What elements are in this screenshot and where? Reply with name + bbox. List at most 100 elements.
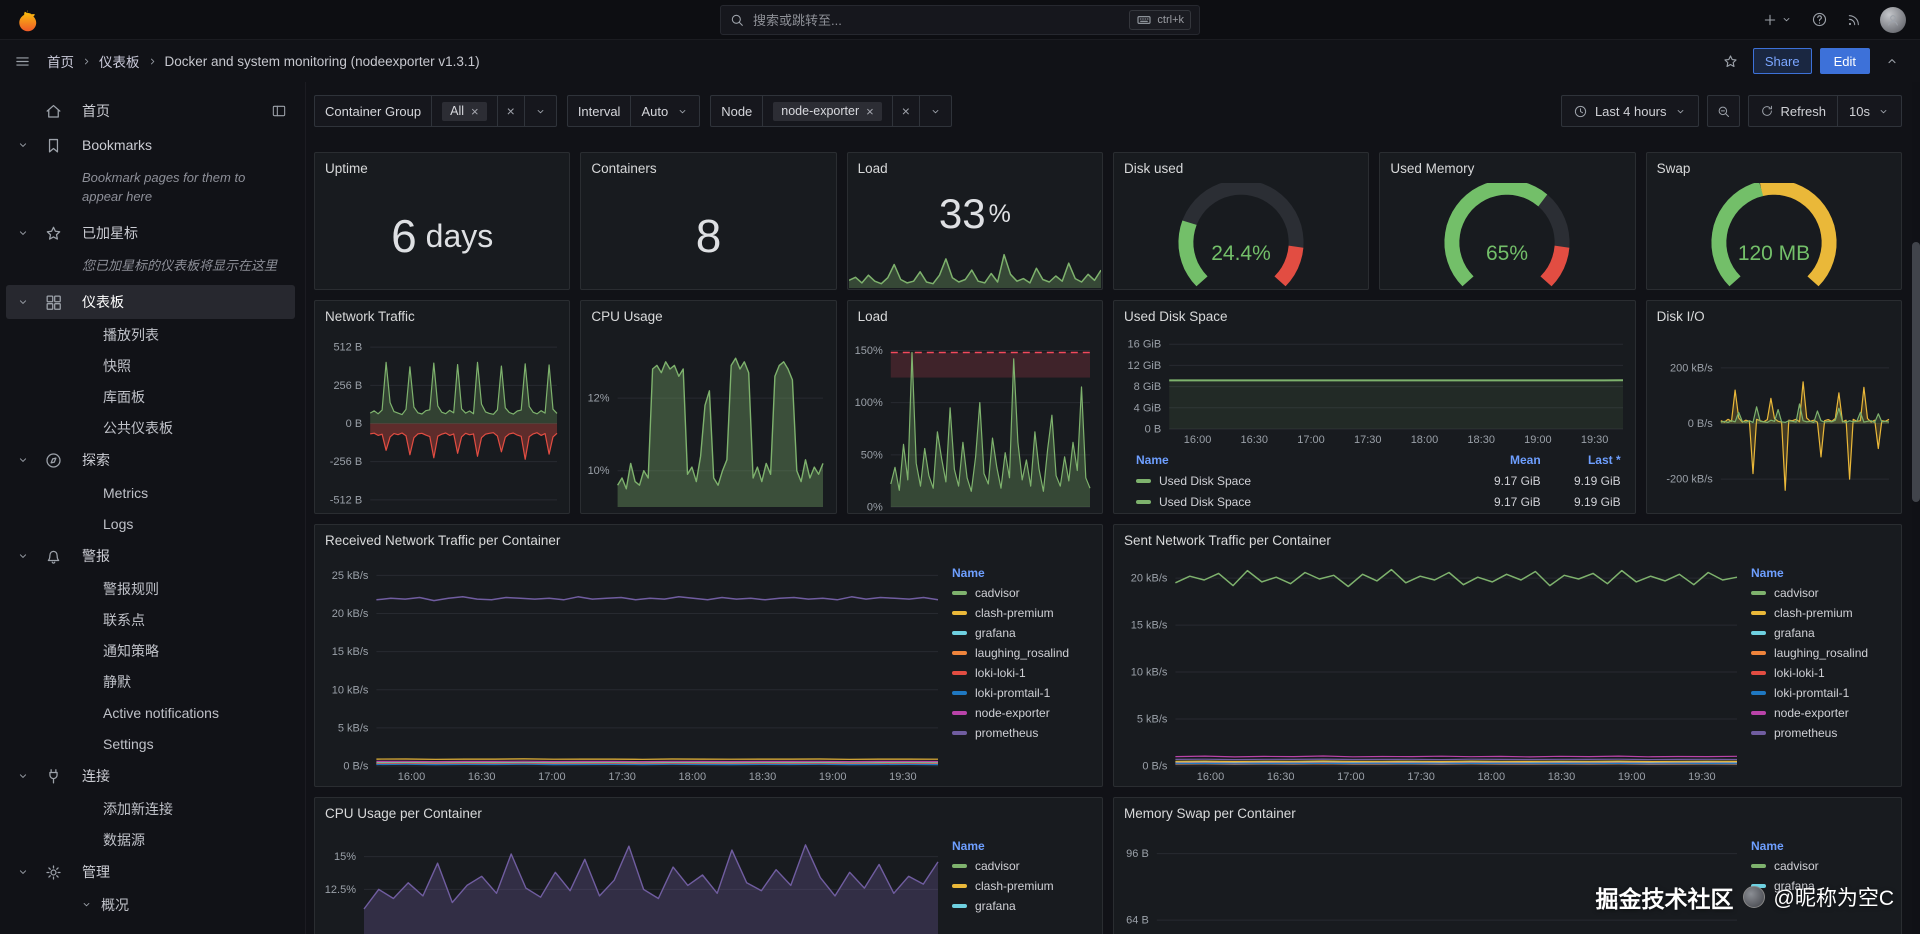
sidebar-item-仪表板[interactable]: 仪表板: [6, 285, 295, 319]
sidebar-item-探索[interactable]: 探索: [6, 443, 295, 477]
help-button[interactable]: [1805, 6, 1834, 33]
legend-item-grafana[interactable]: grafana: [951, 623, 1094, 643]
disk-used-gauge[interactable]: 24.4%: [1114, 183, 1368, 289]
sidebar-item-bookmarks[interactable]: Bookmarks: [6, 128, 295, 162]
legend-item-grafana[interactable]: grafana: [1750, 623, 1893, 643]
memory-swap-chart[interactable]: 96 B 64 B: [1118, 830, 1745, 934]
legend-item-laughing_rosalind[interactable]: laughing_rosalind: [951, 643, 1094, 663]
legend-header[interactable]: Name: [951, 566, 985, 580]
sidebar-item-metrics[interactable]: Metrics: [103, 484, 149, 501]
legend-item-clash-premium[interactable]: clash-premium: [951, 876, 1094, 896]
panel-title[interactable]: Load: [857, 308, 888, 324]
sidebar-item-通知策略[interactable]: 通知策略: [103, 642, 159, 659]
breadcrumb-dashboards[interactable]: 仪表板: [99, 55, 140, 70]
clear-filter-button[interactable]: ×: [891, 95, 920, 127]
legend-column-header[interactable]: Mean: [1509, 452, 1541, 467]
legend-header[interactable]: Name: [951, 839, 985, 853]
load-chart[interactable]: 150% 100% 50% 0%: [852, 333, 1098, 511]
sidebar-item-active-notifications[interactable]: Active notifications: [103, 704, 219, 721]
sidebar-item-logs[interactable]: Logs: [103, 515, 134, 532]
sidebar-item-settings[interactable]: Settings: [103, 735, 154, 752]
filter-chip[interactable]: node-exporter ×: [773, 101, 882, 121]
legend-item-clash-premium[interactable]: clash-premium: [951, 603, 1094, 623]
interval-select[interactable]: Auto: [630, 95, 701, 127]
panel-title[interactable]: Memory Swap per Container: [1123, 805, 1296, 821]
sidebar-item-连接[interactable]: 连接: [6, 759, 295, 793]
sidebar-item-警报规则[interactable]: 警报规则: [103, 580, 159, 597]
swap-gauge[interactable]: 120 MB: [1647, 183, 1901, 289]
legend-item-prometheus[interactable]: prometheus: [951, 723, 1094, 743]
sidebar-item-管理[interactable]: 管理: [6, 855, 295, 889]
sidebar-item-警报[interactable]: 警报: [6, 539, 295, 573]
user-avatar[interactable]: [1880, 6, 1906, 33]
legend-item-laughing_rosalind[interactable]: laughing_rosalind: [1750, 643, 1893, 663]
news-button[interactable]: [1840, 7, 1868, 33]
clear-filter-button[interactable]: ×: [496, 95, 525, 127]
legend-item-cadvisor[interactable]: cadvisor: [1750, 583, 1893, 603]
panel-title[interactable]: Disk used: [1123, 160, 1184, 176]
sent-network-chart[interactable]: 20 kB/s 15 kB/s 10 kB/s 5 kB/s 0 B/s 16:00 16:…: [1118, 557, 1745, 784]
panel-title[interactable]: CPU Usage per Container: [325, 805, 482, 821]
used-disk-space-chart[interactable]: 16 GiB 12 GiB 8 GiB 4 GiB 0 B 16:00 16:30 17:00…: [1118, 333, 1631, 447]
legend-item-loki-loki-1[interactable]: loki-loki-1: [951, 663, 1094, 683]
legend-item-grafana[interactable]: grafana: [951, 896, 1094, 916]
panel-title[interactable]: Disk I/O: [1656, 308, 1705, 324]
legend-header[interactable]: Name: [1750, 839, 1784, 853]
cpu-per-container-chart[interactable]: 15% 12.5%: [319, 830, 946, 934]
panel-title[interactable]: Containers: [591, 160, 657, 176]
filter-value[interactable]: All ×: [431, 95, 498, 127]
panel-title[interactable]: Load: [857, 160, 888, 176]
legend-item-loki-loki-1[interactable]: loki-loki-1: [1750, 663, 1893, 683]
sidebar-item-快照[interactable]: 快照: [103, 357, 131, 374]
sidebar-item-首页[interactable]: 首页: [6, 94, 295, 128]
legend-column-header[interactable]: Name: [1135, 452, 1169, 467]
legend-item-loki-promtail-1[interactable]: loki-promtail-1: [1750, 683, 1893, 703]
legend-item-cadvisor[interactable]: cadvisor: [951, 856, 1094, 876]
zoom-out-button[interactable]: [1706, 95, 1740, 127]
disk-io-chart[interactable]: 200 kB/s 0 B/s -200 kB/s: [1651, 333, 1897, 511]
panel-title[interactable]: Used Memory: [1390, 160, 1475, 176]
legend-header[interactable]: Name: [1750, 566, 1784, 580]
search-input[interactable]: 搜索或跳转至... ctrl+k: [720, 4, 1200, 35]
panel-title[interactable]: Uptime: [325, 160, 368, 176]
sidebar-item-公共仪表板[interactable]: 公共仪表板: [103, 419, 173, 436]
sidebar-item-播放列表[interactable]: 播放列表: [103, 326, 159, 343]
used-memory-gauge[interactable]: 65%: [1380, 183, 1634, 289]
edit-button[interactable]: Edit: [1819, 48, 1870, 74]
cpu-usage-chart[interactable]: 12% 10%: [585, 333, 831, 511]
sidebar-item-已加星标[interactable]: 已加星标: [6, 216, 295, 250]
refresh-button[interactable]: Refresh: [1747, 95, 1839, 127]
sidebar-item-联系点[interactable]: 联系点: [103, 611, 145, 628]
refresh-interval-dropdown[interactable]: 10s: [1837, 95, 1902, 127]
load-sparkline[interactable]: [848, 241, 1101, 288]
time-range-picker[interactable]: Last 4 hours: [1560, 95, 1699, 127]
sidebar-item-数据源[interactable]: 数据源: [103, 831, 145, 848]
legend-item-prometheus[interactable]: prometheus: [1750, 723, 1893, 743]
legend-item-clash-premium[interactable]: clash-premium: [1750, 603, 1893, 623]
panel-title[interactable]: Network Traffic: [325, 308, 415, 324]
grafana-logo-icon[interactable]: [14, 7, 40, 33]
legend-item-cadvisor[interactable]: cadvisor: [951, 583, 1094, 603]
menu-button[interactable]: [8, 47, 37, 76]
share-button[interactable]: Share: [1752, 48, 1812, 74]
received-network-chart[interactable]: 25 kB/s 20 kB/s 15 kB/s 10 kB/s 5 kB/s 0 B/s 1…: [319, 557, 946, 784]
network-traffic-chart[interactable]: 512 B 256 B 0 B -256 B -512 B: [319, 333, 565, 511]
remove-chip-icon[interactable]: ×: [471, 103, 479, 119]
panel-title[interactable]: Sent Network Traffic per Container: [1123, 532, 1331, 548]
filter-dropdown-button[interactable]: [523, 95, 557, 127]
page-scrollbar[interactable]: [1912, 82, 1920, 934]
sidebar-item-概况[interactable]: 概况: [6, 889, 295, 920]
legend-row[interactable]: Used Disk Space 9.17 GiB 9.19 GiB: [1135, 491, 1621, 512]
legend-item-loki-promtail-1[interactable]: loki-promtail-1: [951, 683, 1094, 703]
filter-dropdown-button[interactable]: [918, 95, 952, 127]
legend-item-node-exporter[interactable]: node-exporter: [951, 703, 1094, 723]
sidebar-item-静默[interactable]: 静默: [103, 673, 131, 690]
legend-row[interactable]: Used Disk Space 9.17 GiB 9.19 GiB: [1135, 470, 1621, 491]
breadcrumb-home[interactable]: 首页: [47, 55, 74, 70]
new-button[interactable]: [1756, 7, 1799, 33]
scrollbar-thumb[interactable]: [1912, 242, 1920, 502]
star-button[interactable]: [1716, 47, 1745, 76]
panel-title[interactable]: Swap: [1656, 160, 1691, 176]
filter-value[interactable]: node-exporter ×: [762, 95, 893, 127]
panel-title[interactable]: Used Disk Space: [1123, 308, 1228, 324]
